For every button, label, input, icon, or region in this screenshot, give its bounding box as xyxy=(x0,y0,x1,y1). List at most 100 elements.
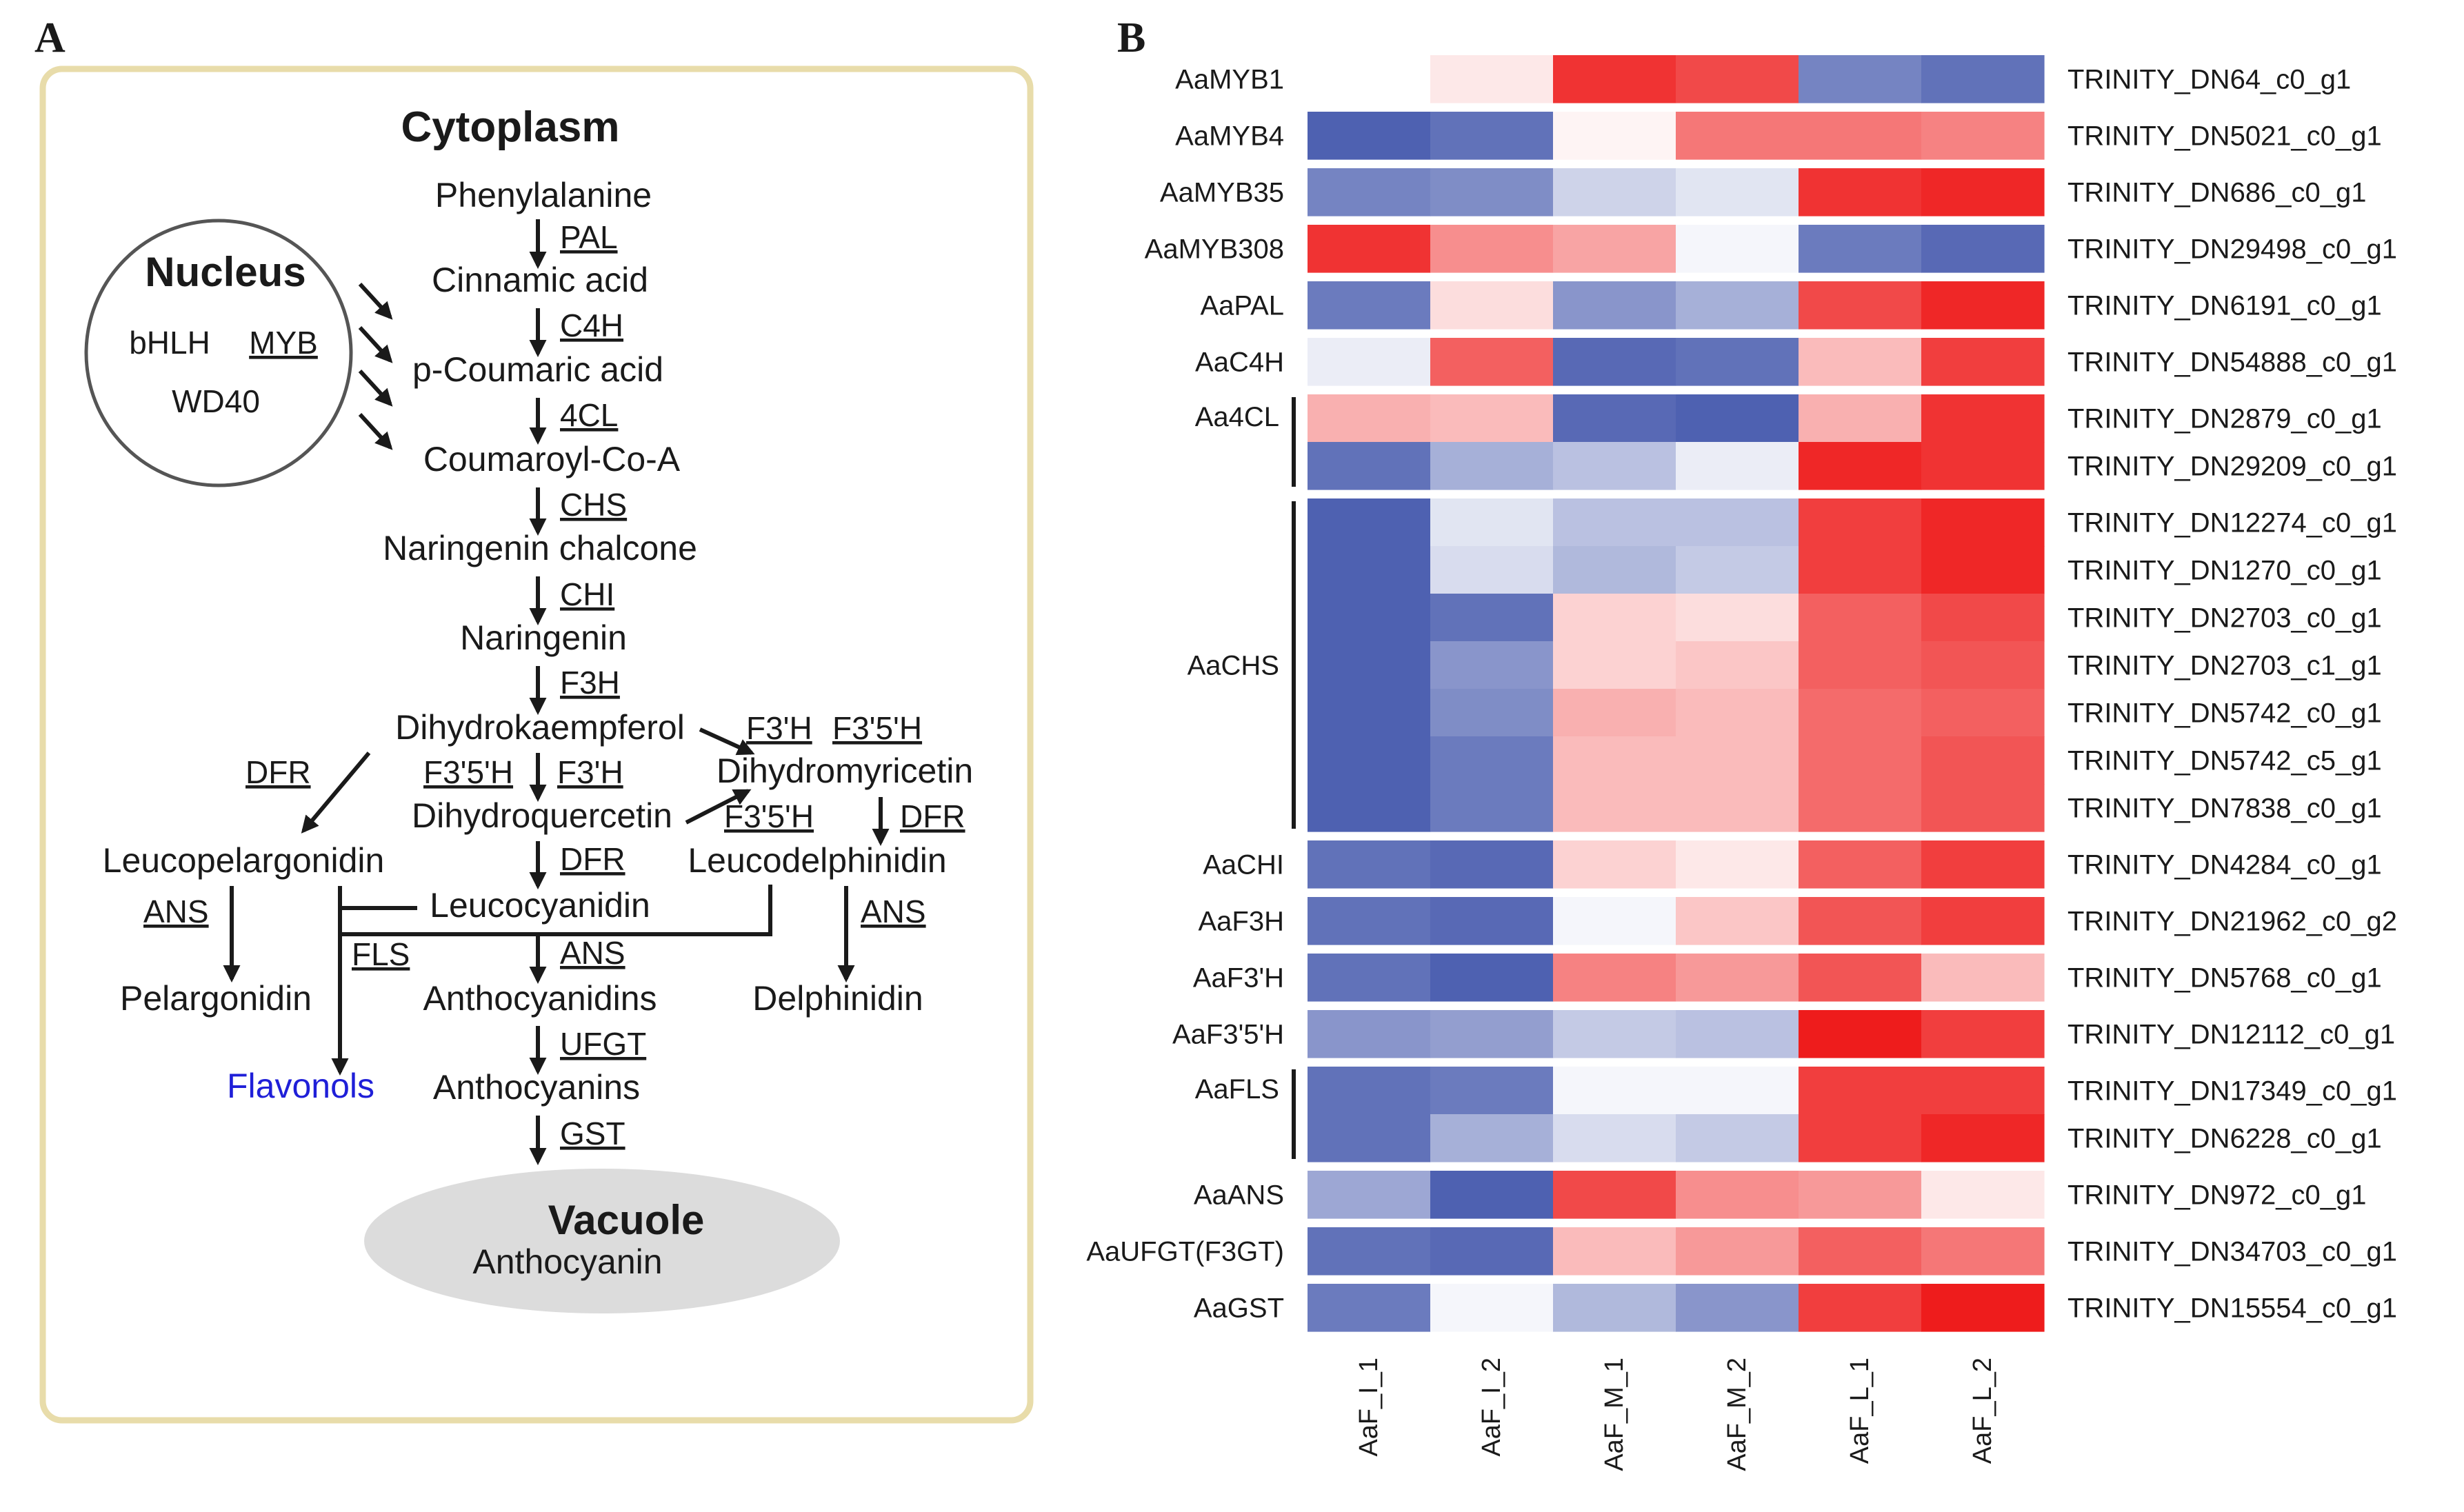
enzyme-chi: CHI xyxy=(560,576,614,612)
heatmap-cell xyxy=(1921,168,2045,216)
heatmap-cell xyxy=(1308,784,1431,832)
heatmap-cell xyxy=(1553,442,1676,490)
sample-label: AaF_M_1 xyxy=(1600,1358,1629,1471)
heatmap-cell xyxy=(1676,784,1799,832)
transcript-label: TRINITY_DN2703_c1_g1 xyxy=(2067,651,2382,681)
heatmap-cell xyxy=(1308,442,1431,490)
node-delphinidin: Delphinidin xyxy=(752,979,923,1018)
enzyme-chs: CHS xyxy=(560,487,627,523)
regulation-arrow xyxy=(358,282,393,320)
heatmap-cell xyxy=(1799,394,1922,443)
heatmap-cell xyxy=(1676,168,1799,216)
regulation-arrow xyxy=(358,325,393,363)
heatmap-cell xyxy=(1430,641,1554,689)
heatmap-cell xyxy=(1676,954,1799,1002)
node-pelargonidin: Pelargonidin xyxy=(120,979,312,1018)
heatmap-cell xyxy=(1553,784,1676,832)
heatmap-cell xyxy=(1553,546,1676,594)
transcript-label: TRINITY_DN5742_c0_g1 xyxy=(2067,698,2382,729)
vacuole-title: Vacuole xyxy=(548,1197,705,1243)
heatmap-cell xyxy=(1799,442,1922,490)
heatmap-cell xyxy=(1799,689,1922,737)
transcript-label: TRINITY_DN17349_c0_g1 xyxy=(2067,1076,2397,1107)
heatmap-cell xyxy=(1921,897,2045,945)
gene-label: AaGST xyxy=(1194,1293,1284,1324)
sample-label: AaF_I_2 xyxy=(1477,1358,1506,1457)
heatmap-cell xyxy=(1921,281,2045,330)
heatmap-cell xyxy=(1430,281,1554,330)
nucleus: Nucleus bHLH MYB WD40 xyxy=(84,219,353,487)
heatmap-cell xyxy=(1921,736,2045,785)
transcript-label: TRINITY_DN6191_c0_g1 xyxy=(2067,291,2382,321)
transcript-label: TRINITY_DN2879_c0_g1 xyxy=(2067,404,2382,434)
heatmap-cell xyxy=(1553,1010,1676,1058)
heatmap-cell xyxy=(1676,112,1799,160)
heatmap-cell xyxy=(1553,112,1676,160)
heatmap-cell xyxy=(1799,1284,1922,1332)
node-coumaroyl-coa: Coumaroyl-Co-A xyxy=(423,440,681,478)
heatmap-cell xyxy=(1921,840,2045,889)
heatmap: TRINITY_DN64_c0_g1 AaMYB1 TRINITY_DN5021_c… xyxy=(1086,55,2397,1471)
node-cinnamic-acid: Cinnamic acid xyxy=(432,261,648,299)
gene-label: Aa4CL xyxy=(1195,402,1279,432)
enzyme-dfr-left: DFR xyxy=(246,754,311,790)
panel-a: A Cytoplasm Nucleus bHLH MYB WD40 Phenyl… xyxy=(34,14,1034,1424)
heatmap-cell xyxy=(1799,546,1922,594)
heatmap-cell xyxy=(1799,1114,1922,1162)
heatmap-cell xyxy=(1553,394,1676,443)
heatmap-cell xyxy=(1430,594,1554,642)
gene-label: AaMYB308 xyxy=(1145,234,1284,265)
heatmap-cell xyxy=(1430,338,1554,386)
gene-label: AaF3'H xyxy=(1193,963,1284,994)
transcript-label: TRINITY_DN21962_c0_g2 xyxy=(2067,907,2397,937)
transcript-label: TRINITY_DN29498_c0_g1 xyxy=(2067,234,2397,265)
heatmap-cell xyxy=(1308,338,1431,386)
heatmap-cell xyxy=(1430,1010,1554,1058)
heatmap-cell xyxy=(1308,1010,1431,1058)
heatmap-cell xyxy=(1676,55,1799,103)
heatmap-cell xyxy=(1553,954,1676,1002)
vacuole xyxy=(364,1169,840,1313)
panel-a-letter: A xyxy=(34,14,66,61)
node-phenylalanine: Phenylalanine xyxy=(435,176,652,214)
transcript-label: TRINITY_DN5742_c5_g1 xyxy=(2067,746,2382,776)
heatmap-cell xyxy=(1921,112,2045,160)
heatmap-cell xyxy=(1676,689,1799,737)
heatmap-cell xyxy=(1430,442,1554,490)
heatmap-cell xyxy=(1308,168,1431,216)
heatmap-cell xyxy=(1553,736,1676,785)
heatmap-cell xyxy=(1799,338,1922,386)
heatmap-cell xyxy=(1921,1067,2045,1115)
heatmap-cell xyxy=(1921,1171,2045,1219)
heatmap-cell xyxy=(1921,1010,2045,1058)
heatmap-cell xyxy=(1676,225,1799,273)
gene-label: AaFLS xyxy=(1195,1074,1279,1105)
heatmap-cell xyxy=(1921,954,2045,1002)
heatmap-cell xyxy=(1921,442,2045,490)
transcript-label: TRINITY_DN2703_c0_g1 xyxy=(2067,603,2382,634)
heatmap-cell xyxy=(1430,1284,1554,1332)
heatmap-cell xyxy=(1308,1284,1431,1332)
heatmap-cell xyxy=(1308,736,1431,785)
panel-b: B TRINITY_DN64_c0_g1 AaMYB1 TRINITY_DN5021… xyxy=(1086,14,2397,1471)
heatmap-cell xyxy=(1308,1227,1431,1276)
gene-label: AaMYB4 xyxy=(1175,121,1284,152)
heatmap-cell xyxy=(1430,394,1554,443)
enzyme-dfr-right: DFR xyxy=(900,798,965,834)
heatmap-cell xyxy=(1308,689,1431,737)
arrow-dhq-to-dhm xyxy=(685,789,752,825)
heatmap-cell xyxy=(1430,1171,1554,1219)
gene-label: AaCHI xyxy=(1203,850,1284,880)
heatmap-cell xyxy=(1921,394,2045,443)
enzyme-f35h-mid: F3'5'H xyxy=(423,754,513,790)
heatmap-cell xyxy=(1553,281,1676,330)
heatmap-cell xyxy=(1676,281,1799,330)
node-dihydroquercetin: Dihydroquercetin xyxy=(412,796,672,835)
heatmap-cell xyxy=(1308,1171,1431,1219)
gene-label: AaMYB1 xyxy=(1175,65,1284,95)
enzyme-ans-right: ANS xyxy=(861,894,926,929)
arrow-dhk-to-leucopelargonidin xyxy=(301,752,371,834)
heatmap-cell xyxy=(1430,225,1554,273)
heatmap-cell xyxy=(1676,594,1799,642)
